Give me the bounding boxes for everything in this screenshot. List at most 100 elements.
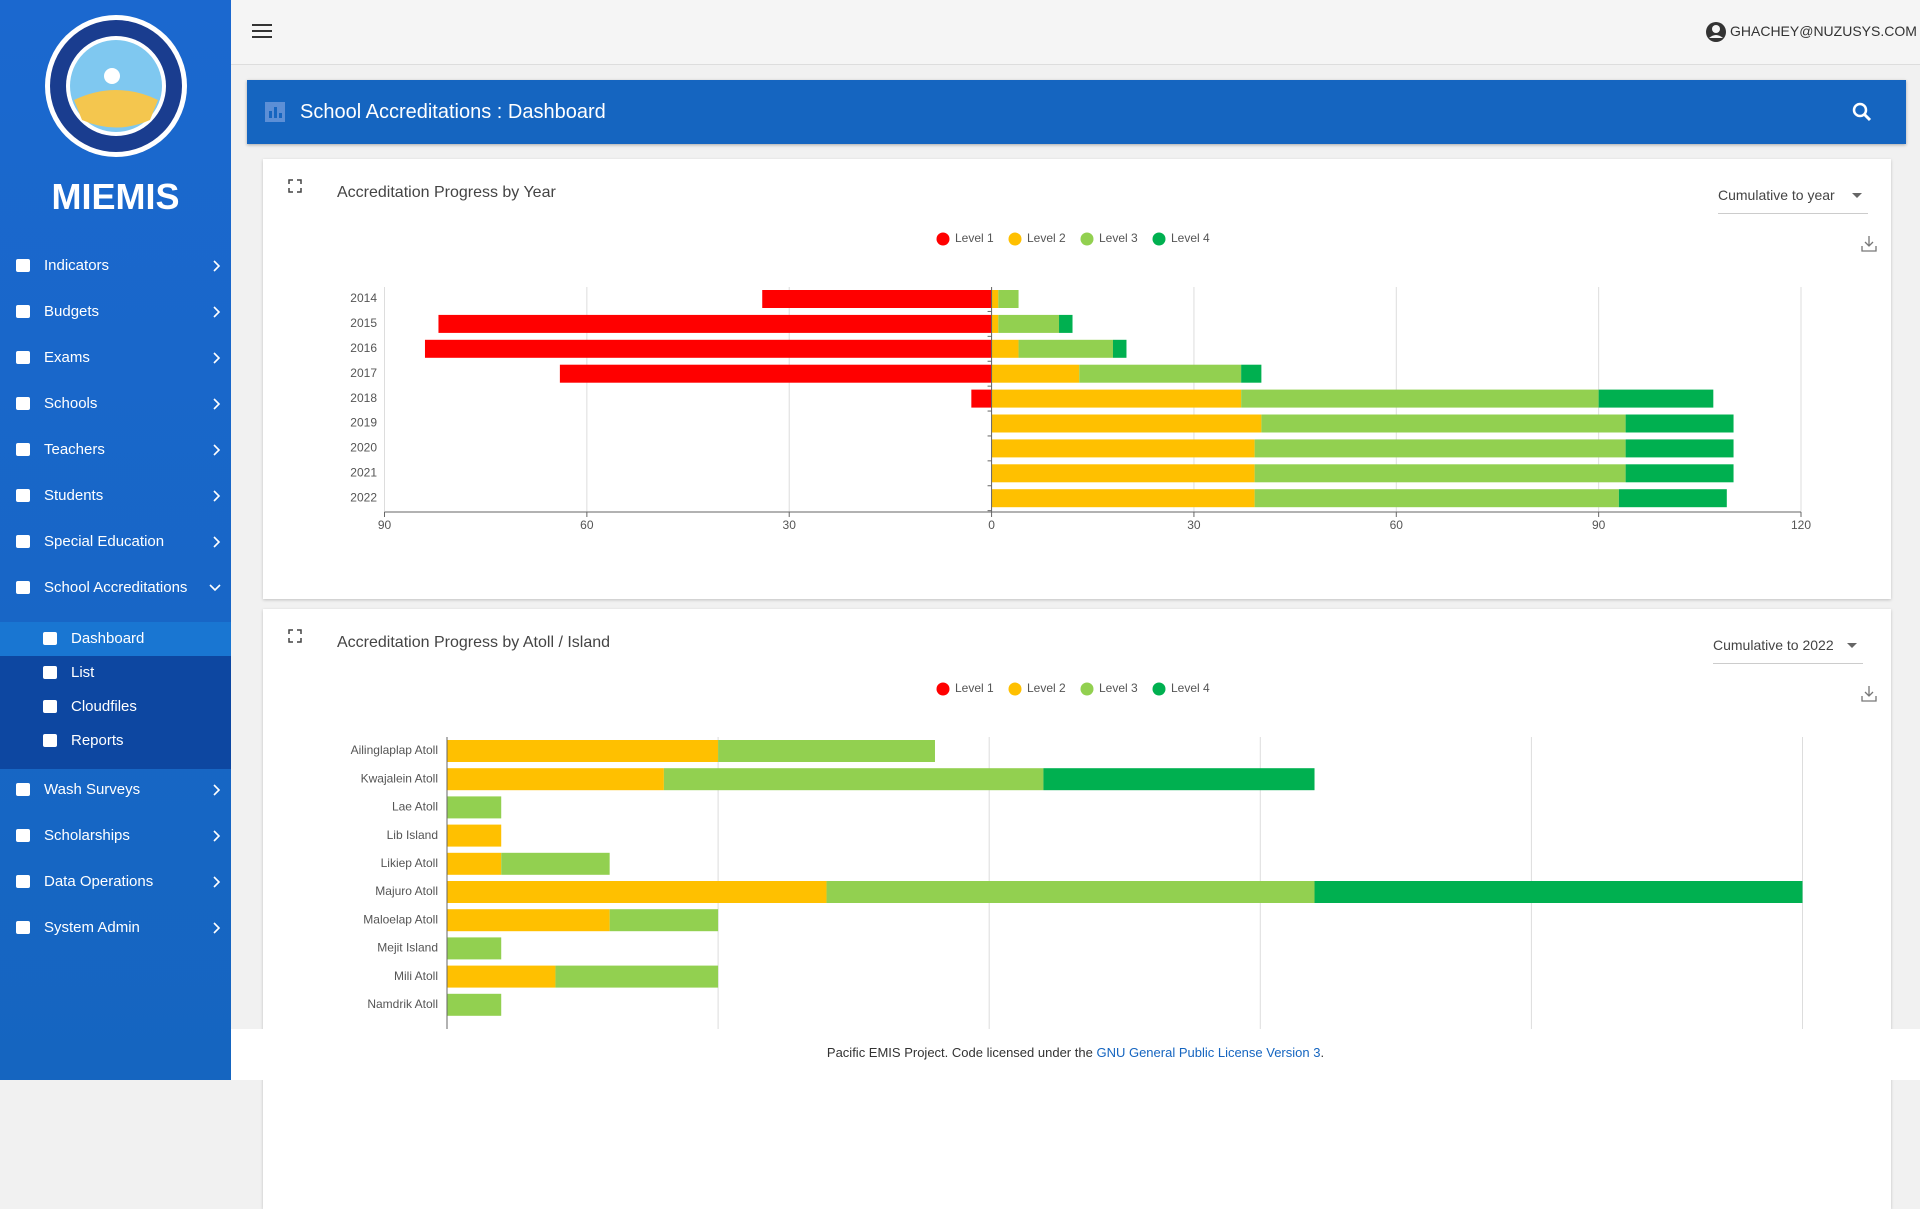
- user-icon: [1706, 22, 1726, 42]
- y-tick-label: 2018: [350, 391, 377, 405]
- menu-toggle[interactable]: [248, 17, 278, 47]
- bar-segment: [1625, 439, 1734, 458]
- menu-label: Wash Surveys: [44, 781, 141, 798]
- bar-segment: [998, 290, 1019, 308]
- submenu-panel: [0, 622, 231, 769]
- bar-segment: [1043, 768, 1315, 791]
- download-icon: [1861, 236, 1877, 252]
- bar-segment: [991, 439, 1255, 458]
- bar-segment: [826, 881, 1315, 903]
- bar-segment: [998, 314, 1060, 333]
- x-tick-label: 60: [580, 518, 594, 532]
- legend-label: Level 4: [1171, 231, 1210, 245]
- bar-segment: [1112, 339, 1127, 358]
- menu-item[interactable]: List: [0, 653, 231, 693]
- legend-swatch: [1080, 232, 1094, 246]
- x-tick-label: 90: [378, 518, 392, 532]
- y-tick-label: Majuro Atoll: [375, 884, 438, 898]
- y-tick-label: Ailinglaplap Atoll: [351, 743, 438, 757]
- menu-item[interactable]: Students: [0, 476, 231, 516]
- legend-swatch: [936, 232, 950, 246]
- menu-icon: [43, 666, 57, 679]
- user-email[interactable]: GHACHEY@NUZUSYS.COM: [1730, 23, 1917, 39]
- menu-item[interactable]: Budgets: [0, 292, 231, 332]
- bar-segment: [555, 965, 719, 988]
- menu-item[interactable]: Indicators: [0, 246, 231, 286]
- bar-segment: [1625, 464, 1734, 483]
- chart-title: Accreditation Progress by Atoll / Island: [337, 634, 610, 651]
- sidebar: MIEMIS Indicators Budgets Exams Schools Teac…: [0, 0, 231, 1080]
- bar-segment: [438, 314, 992, 333]
- search-icon[interactable]: [1850, 100, 1874, 124]
- menu-item[interactable]: Teachers: [0, 430, 231, 470]
- bar-segment: [971, 389, 992, 408]
- header-icon: [265, 102, 285, 122]
- y-tick-label: Lae Atoll: [392, 800, 438, 814]
- bar-segment: [1018, 339, 1113, 358]
- menu-item[interactable]: School Accreditations: [0, 568, 231, 608]
- menu-item[interactable]: Scholarships: [0, 816, 231, 856]
- x-tick-label: 0: [988, 518, 995, 532]
- bar-segment: [1261, 414, 1626, 433]
- bar-segment: [1254, 489, 1619, 508]
- footer: Pacific EMIS Project. Code licensed unde…: [231, 1029, 1920, 1080]
- y-tick-label: 2021: [350, 465, 377, 479]
- page-header: School Accreditations : Dashboard: [247, 80, 1906, 144]
- bar-segment: [609, 909, 719, 932]
- bar-segment: [991, 414, 1262, 433]
- expand-icon: [288, 629, 302, 643]
- bar-segment: [991, 464, 1255, 483]
- brand: MIEMIS: [51, 176, 180, 217]
- menu-icon: [16, 829, 221, 842]
- y-tick-label: Kwajalein Atoll: [361, 771, 438, 785]
- y-tick-label: 2014: [350, 291, 377, 305]
- menu-icon: [43, 700, 57, 713]
- license-link[interactable]: GNU General Public License Version 3: [1096, 1045, 1321, 1060]
- menu-item[interactable]: Reports: [0, 721, 231, 761]
- legend-label: Level 3: [1099, 231, 1138, 245]
- bar-segment: [424, 339, 992, 358]
- x-tick-label: 90: [1592, 518, 1606, 532]
- y-tick-label: Mejit Island: [377, 941, 438, 955]
- bar-segment: [1241, 389, 1599, 408]
- download-icon: [1861, 686, 1877, 702]
- y-tick-label: 2015: [350, 316, 377, 330]
- y-tick-label: Lib Island: [387, 828, 438, 842]
- legend-label: Level 1: [955, 231, 994, 245]
- menu-label: Cloudfiles: [71, 698, 137, 715]
- bar-segment: [762, 290, 992, 308]
- menu-item[interactable]: Schools: [0, 384, 231, 424]
- legend-swatch: [1080, 682, 1094, 696]
- y-tick-label: 2016: [350, 341, 377, 355]
- y-tick-label: 2019: [350, 416, 377, 430]
- bar-segment: [1314, 881, 1803, 903]
- menu-item[interactable]: Wash Surveys: [0, 770, 231, 810]
- menu-icon: [43, 734, 57, 747]
- menu-item[interactable]: System Admin: [0, 908, 231, 948]
- menu-icon: [16, 397, 221, 410]
- menu-item[interactable]: Special Education: [0, 522, 231, 562]
- menu-item[interactable]: Exams: [0, 338, 231, 378]
- menu-label: Dashboard: [71, 630, 145, 647]
- bar-segment: [991, 489, 1255, 508]
- x-tick-label: 120: [1791, 518, 1811, 532]
- menu-icon: [16, 581, 221, 594]
- dropdown[interactable]: Cumulative to year: [1718, 187, 1868, 214]
- legend-swatch: [1152, 232, 1166, 246]
- bar-segment: [559, 364, 992, 383]
- y-tick-label: Maloelap Atoll: [363, 912, 438, 926]
- bar-segment: [991, 339, 1019, 358]
- menu-item[interactable]: Cloudfiles: [0, 687, 231, 727]
- menu-label: Exams: [44, 349, 90, 366]
- bar-segment: [1254, 439, 1626, 458]
- footer-text: .: [1320, 1045, 1325, 1060]
- menu-item[interactable]: Data Operations: [0, 862, 231, 902]
- menu-label: Scholarships: [44, 827, 130, 844]
- bar-segment: [991, 389, 1242, 408]
- legend-label: Level 3: [1099, 681, 1138, 695]
- menu-item[interactable]: Dashboard: [0, 619, 231, 659]
- legend-label: Level 4: [1171, 681, 1210, 695]
- menu-label: School Accreditations: [44, 579, 188, 596]
- dropdown[interactable]: Cumulative to 2022: [1713, 637, 1863, 664]
- menu-label: Schools: [44, 395, 98, 412]
